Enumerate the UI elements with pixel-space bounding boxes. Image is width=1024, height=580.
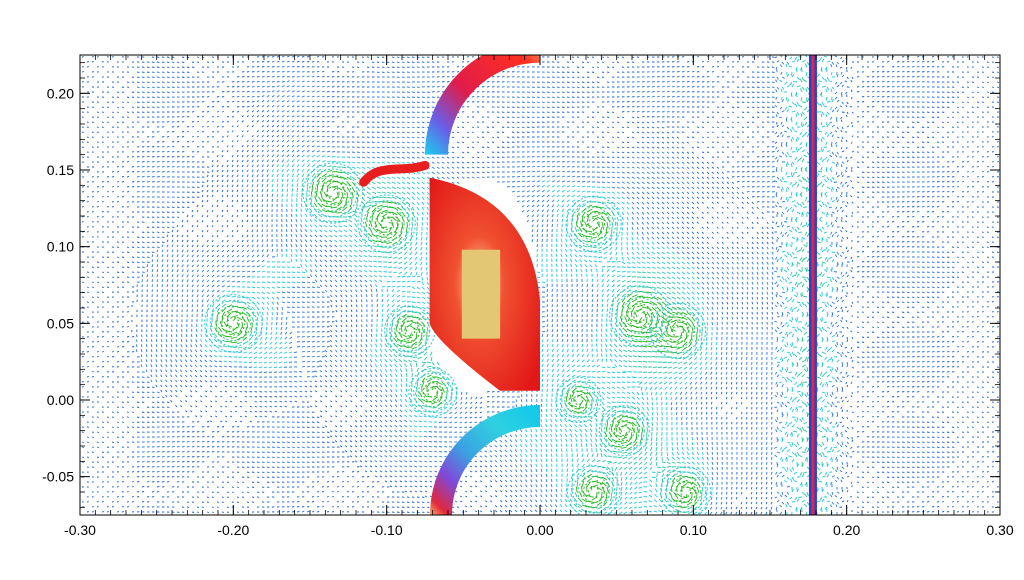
- y-tick-label: 0.05: [47, 315, 74, 331]
- vortex-ring: [577, 475, 610, 509]
- vortex-ring: [671, 324, 685, 338]
- vortex-ring: [680, 486, 692, 498]
- vortex-ring: [308, 168, 358, 218]
- vortex-center: [683, 489, 689, 495]
- vortex-ring: [666, 319, 690, 343]
- vortex-ring: [559, 381, 597, 419]
- vortex-ring: [320, 180, 346, 206]
- vortex-ring: [555, 376, 602, 424]
- vortex-center: [621, 428, 627, 434]
- vortex-ring: [615, 291, 665, 341]
- vortex-ring: [394, 315, 426, 347]
- vortex-center: [637, 313, 643, 319]
- vortex-ring: [660, 313, 696, 349]
- vortex-ring: [389, 310, 431, 352]
- vortex-ring: [573, 394, 584, 406]
- x-tick-label: 0.10: [680, 522, 707, 538]
- y-tick-label: -0.05: [42, 469, 74, 485]
- vortex-ring: [609, 285, 671, 347]
- vortex-center: [230, 320, 236, 326]
- upper-coil: [425, 55, 540, 155]
- x-tick-label: 0.30: [986, 522, 1013, 538]
- vortex-ring: [380, 217, 394, 231]
- y-tick-label: 0.00: [47, 392, 74, 408]
- vortex-ring: [417, 377, 448, 408]
- vortex-ring: [572, 470, 616, 514]
- vortex-ring: [660, 466, 712, 515]
- vortex-ring: [649, 302, 707, 360]
- vortex-ring: [427, 386, 439, 398]
- vortex-ring: [618, 425, 630, 437]
- vortex-ring: [368, 205, 405, 242]
- x-tick-label: -0.20: [217, 522, 249, 538]
- vortex-ring: [665, 471, 707, 513]
- vortex-ring: [357, 194, 416, 253]
- vortex-ring: [302, 162, 364, 224]
- field-vectors: [81, 55, 1000, 515]
- x-tick-label: -0.10: [371, 522, 403, 538]
- vortex-center: [330, 190, 336, 196]
- vortex-ring: [363, 200, 411, 248]
- vortex-ring: [413, 372, 453, 412]
- vortex-ring: [565, 195, 622, 252]
- vortex-ring: [314, 174, 352, 212]
- vortex-ring: [670, 476, 702, 508]
- vortex-ring: [204, 294, 263, 353]
- structures-layer: [359, 55, 817, 515]
- plot-frame: [79, 54, 1001, 516]
- vortex-ring: [587, 486, 600, 498]
- vortex-ring: [221, 311, 246, 336]
- vortex-ring: [422, 382, 443, 403]
- y-tick-label: 0.10: [47, 239, 74, 255]
- vortex-ring: [408, 367, 458, 417]
- x-tick-label: 0.20: [833, 522, 860, 538]
- vortex-ring: [655, 308, 701, 354]
- vortex-center: [675, 328, 681, 334]
- vortex-ring: [621, 297, 659, 335]
- plasma-jet: [359, 160, 430, 187]
- vortex-ring: [633, 309, 647, 323]
- vortex-ring: [209, 299, 257, 347]
- vortex-ring: [603, 410, 645, 452]
- x-tick-label: -0.30: [64, 522, 96, 538]
- vortex-center: [430, 389, 436, 395]
- vortex-ring: [566, 465, 621, 515]
- lower-coil: [430, 405, 540, 515]
- vortex-ring: [582, 480, 605, 504]
- vortex-ring: [215, 305, 252, 342]
- vortex-ring: [675, 481, 697, 503]
- vortex-ring: [374, 211, 399, 236]
- vortex-layer: [204, 162, 712, 515]
- vortex-center: [407, 328, 413, 334]
- vector-field-layer: [81, 55, 1000, 515]
- vortex-ring: [613, 420, 635, 442]
- vortex-ring: [399, 320, 421, 342]
- plasma-core: [461, 249, 501, 339]
- vortex-ring: [226, 316, 240, 330]
- vortex-ring: [326, 186, 340, 200]
- vortex-center: [591, 221, 597, 227]
- vortex-ring: [627, 303, 653, 329]
- y-tick-label: 0.20: [47, 85, 74, 101]
- vortex-ring: [608, 415, 640, 447]
- vortex-ring: [576, 206, 611, 241]
- vortex-ring: [571, 201, 617, 247]
- vortex-ring: [564, 385, 593, 415]
- axes-layer: -0.30 -0.20 -0.10 0.00 0.10 0.20 0.30 -0.05 0.00…: [42, 55, 1014, 538]
- wall-boundary-red: [811, 55, 815, 515]
- vortex-ring: [568, 390, 588, 410]
- vortex-ring: [598, 405, 650, 457]
- vortex-ring: [404, 325, 416, 337]
- vortex-center: [575, 397, 581, 403]
- vortex-ring: [587, 217, 600, 230]
- vortex-center: [384, 221, 390, 227]
- field-vectors: [135, 55, 935, 515]
- y-tick-label: 0.15: [47, 162, 74, 178]
- vortex-center: [591, 489, 597, 495]
- field-vectors: [200, 55, 840, 515]
- vortex-ring: [582, 212, 606, 236]
- x-tick-label: 0.00: [526, 522, 553, 538]
